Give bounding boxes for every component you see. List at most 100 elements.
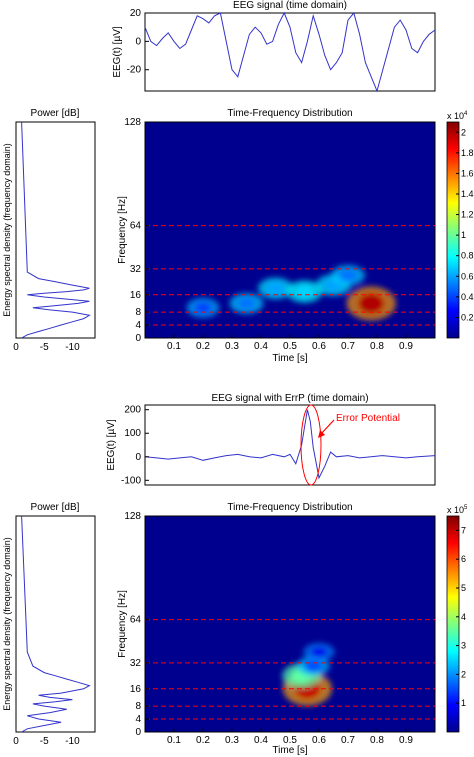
tfd-energy-blob [310, 646, 328, 658]
xtick-label: 0.2 [196, 341, 210, 352]
xtick-label: 0.3 [225, 341, 239, 352]
tfd-panel-1: Time-Frequency Distribution 0.1 0.2 0.3 0.4… [117, 108, 474, 364]
eeg-signal-panel: EEG signal (time domain) -20 0 20 EEG(t) [… [112, 0, 436, 93]
eeg-signal-line [144, 11, 436, 93]
tfd-xlabel-2: Time [s] [272, 745, 307, 756]
colorbar-tick-label: 4 [461, 612, 466, 622]
ytick-label: 32 [130, 264, 142, 275]
ytick-label: 16 [130, 290, 142, 301]
ytick-label: 4 [135, 320, 141, 331]
xtick-label: 0 [13, 736, 19, 747]
xtick-label: 0.7 [341, 735, 355, 746]
tfd-panel-2: Time-Frequency Distribution 0.1 0.2 0.3 0.4… [117, 502, 468, 756]
eeg-errp-line [144, 409, 436, 480]
tfd-ylabel-2: Frequency [Hz] [117, 590, 128, 658]
ytick-label: 128 [124, 117, 141, 128]
xtick-label: 0.6 [312, 735, 326, 746]
colorbar-tick-label: 6 [461, 554, 466, 564]
eeg-signal-ylabel: EEG(t) [µV] [112, 26, 123, 78]
xtick-label: 0.6 [312, 341, 326, 352]
tfd-energy-blob [338, 268, 358, 282]
colorbar-2 [446, 515, 460, 733]
ytick-label: 100 [124, 428, 141, 439]
power-line-2 [21, 515, 91, 733]
colorbar-tick-label: 1.4 [461, 189, 474, 199]
errp-arrowhead [318, 430, 325, 438]
power-panel-1: Power [dB] 0 -5 -10 Energy spectral densit… [2, 108, 96, 353]
xtick-label: 0.7 [341, 341, 355, 352]
tfd-title-2: Time-Frequency Distribution [227, 502, 352, 513]
colorbar-1 [446, 121, 460, 339]
ytick-label: 20 [130, 8, 142, 19]
ytick-label: 200 [124, 405, 141, 416]
colorbar-multiplier-1: x 104 [447, 111, 468, 121]
power-title-2: Power [dB] [31, 502, 80, 513]
xtick-label: 0.2 [196, 735, 210, 746]
ytick-label: -20 [127, 65, 142, 76]
xtick-label: -10 [65, 342, 80, 353]
colorbar-tick-label: 1 [461, 698, 466, 708]
colorbar-tick-label: 0.6 [461, 271, 474, 281]
power-axes-2 [15, 515, 96, 733]
xtick-label: -10 [65, 736, 80, 747]
ytick-label: 0 [135, 452, 141, 463]
colorbar-tick-label: 1.6 [461, 168, 474, 178]
colorbar-tick-label: 1 [461, 230, 466, 240]
colorbar-tick-label: 0.2 [461, 312, 474, 322]
colorbar-tick-label: 0.4 [461, 292, 474, 302]
ytick-label: 8 [135, 307, 141, 318]
eeg-signal-axes [144, 12, 436, 92]
ytick-label: 64 [130, 615, 142, 626]
eeg-errp-panel: EEG signal with ErrP (time domain) -100 0… [106, 393, 436, 486]
ytick-label: 128 [124, 511, 141, 522]
eeg-signal-title: EEG signal (time domain) [233, 0, 347, 11]
xtick-label: 0.4 [254, 341, 268, 352]
colorbar-tick-label: 5 [461, 583, 466, 593]
xtick-label: 0.9 [399, 735, 413, 746]
xtick-label: 0.5 [283, 735, 297, 746]
xtick-label: 0.1 [167, 341, 181, 352]
power-panel-2: Power [dB] 0 -5 -10 Energy spectral densit… [2, 502, 96, 747]
errp-highlight-ellipse [300, 404, 322, 486]
xtick-label: 0 [13, 342, 19, 353]
xtick-label: -5 [40, 736, 49, 747]
colorbar-tick-label: 7 [461, 525, 466, 535]
ytick-label: -100 [121, 475, 141, 486]
colorbar-multiplier-2: x 105 [447, 505, 468, 515]
ytick-label: 0 [135, 727, 141, 738]
xtick-label: 0.3 [225, 735, 239, 746]
tfd-energy-blob [294, 284, 315, 299]
colorbar-tick-label: 0.8 [461, 251, 474, 261]
colorbar-tick-label: 1.8 [461, 148, 474, 158]
tfd-energy-blob [357, 292, 385, 315]
colorbar-tick-label: 3 [461, 641, 466, 651]
tfd-title-1: Time-Frequency Distribution [227, 108, 352, 119]
ytick-label: 32 [130, 658, 142, 669]
eeg-errp-ylabel: EEG(t) [µV] [106, 419, 117, 471]
eeg-errp-axes [144, 404, 436, 486]
power-axes-1 [15, 121, 96, 339]
ytick-label: 64 [130, 221, 142, 232]
tfd-energy-blob [265, 281, 286, 296]
power-line-1 [21, 121, 91, 339]
tfd-energy-blob [304, 659, 323, 673]
tfd-xlabel-1: Time [s] [272, 353, 307, 364]
colorbar-tick-label: 2 [461, 127, 466, 137]
xtick-label: 0.9 [399, 341, 413, 352]
xtick-label: 0.4 [254, 735, 268, 746]
tfd-ylabel-1: Frequency [Hz] [117, 196, 128, 264]
ytick-label: 8 [135, 701, 141, 712]
power-title-1: Power [dB] [31, 108, 80, 119]
xtick-label: 0.5 [283, 341, 297, 352]
ytick-label: 4 [135, 714, 141, 725]
tfd-energy-blob [237, 297, 256, 310]
ytick-label: 0 [135, 333, 141, 344]
colorbar-tick-label: 1.2 [461, 210, 474, 220]
eeg-errp-title: EEG signal with ErrP (time domain) [211, 393, 368, 404]
power-ylabel-2: Energy spectral density (frequency domai… [2, 537, 12, 711]
power-ylabel-1: Energy spectral density (frequency domai… [2, 143, 12, 317]
ytick-label: 16 [130, 684, 142, 695]
xtick-label: 0.8 [370, 735, 384, 746]
colorbar-tick-label: 2 [461, 669, 466, 679]
